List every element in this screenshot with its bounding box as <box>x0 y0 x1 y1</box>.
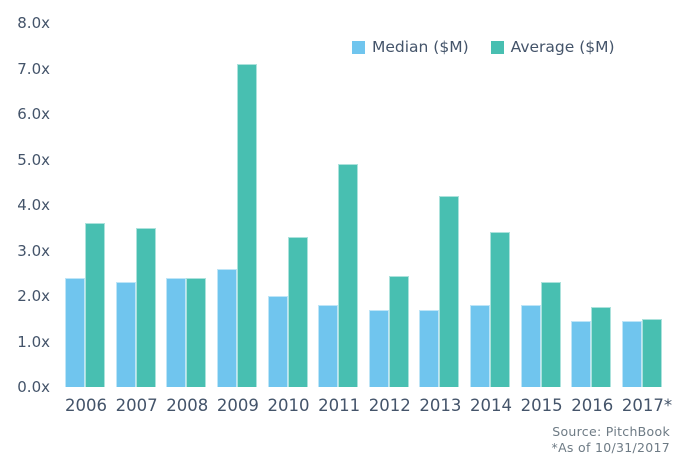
x-label-2011: 2011 <box>318 396 361 415</box>
average-swatch-icon <box>490 40 504 54</box>
bar-average-2006 <box>85 223 105 387</box>
bar-average-2015 <box>540 282 561 387</box>
bar-median-2013 <box>419 309 440 387</box>
y-tick-label: 0.0x <box>17 378 50 396</box>
bar-group-2008 <box>166 23 207 387</box>
bar-median-2007 <box>115 282 136 387</box>
bar-average-2011 <box>338 164 359 387</box>
bar-group-2009 <box>216 23 257 387</box>
x-label-2010: 2010 <box>267 396 310 415</box>
bar-group-2014 <box>470 23 510 387</box>
x-label-2015: 2015 <box>520 396 563 415</box>
bar-median-2006 <box>65 277 85 387</box>
bar-average-2007 <box>135 227 156 387</box>
bar-average-2016 <box>591 307 612 387</box>
bar-group-2011 <box>318 23 359 387</box>
bar-median-2015 <box>520 305 541 387</box>
bar-group-2010 <box>267 23 308 387</box>
bar-median-2012 <box>368 309 389 387</box>
bar-group-2016 <box>571 23 612 387</box>
y-tick-label: 2.0x <box>17 287 50 305</box>
x-label-2016: 2016 <box>571 396 614 415</box>
chart-legend: Median ($M) Average ($M) <box>352 38 615 56</box>
plot-area <box>65 23 662 387</box>
x-label-2014: 2014 <box>470 396 512 415</box>
source-note: Source: PitchBook *As of 10/31/2017 <box>552 424 670 456</box>
bar-group-2012 <box>368 23 409 387</box>
x-label-2009: 2009 <box>216 396 259 415</box>
legend-item-median: Median ($M) <box>352 38 469 56</box>
x-label-2013: 2013 <box>419 396 462 415</box>
y-axis: 8.0x 7.0x 6.0x 5.0x 4.0x 3.0x 2.0x 1.0x 0.0x <box>0 0 50 464</box>
bar-median-2017 <box>621 321 642 387</box>
legend-label-median: Median ($M) <box>372 38 469 56</box>
median-swatch-icon <box>352 40 365 54</box>
x-label-2012: 2012 <box>368 396 411 415</box>
legend-label-average: Average ($M) <box>510 38 615 56</box>
y-tick-label: 8.0x <box>17 14 50 32</box>
bar-median-2011 <box>318 305 339 387</box>
bar-average-2014 <box>490 232 510 387</box>
y-tick-label: 6.0x <box>17 105 50 123</box>
bar-median-2016 <box>571 321 592 387</box>
y-tick-label: 3.0x <box>17 241 50 260</box>
bar-group-2007 <box>115 23 156 387</box>
y-tick-label: 1.0x <box>17 332 50 351</box>
x-label-2008: 2008 <box>166 396 209 415</box>
legend-item-average: Average ($M) <box>490 38 615 56</box>
y-tick-label: 7.0x <box>17 59 50 78</box>
bar-group-2006 <box>65 23 105 387</box>
bar-group-2015 <box>520 23 561 387</box>
bar-median-2009 <box>216 268 237 387</box>
bar-group-2017 <box>621 23 662 387</box>
x-label-2007: 2007 <box>115 396 158 415</box>
source-line: Source: PitchBook <box>552 424 670 439</box>
x-label-2017: 2017* <box>621 396 673 415</box>
bar-median-2010 <box>267 296 288 387</box>
bar-median-2008 <box>166 277 187 387</box>
y-tick-label: 4.0x <box>17 196 50 214</box>
y-tick-label: 5.0x <box>17 150 50 169</box>
bar-average-2008 <box>186 277 207 387</box>
bar-group-2013 <box>419 23 460 387</box>
x-label-2006: 2006 <box>65 396 107 415</box>
bar-average-2013 <box>439 195 460 387</box>
bar-average-2009 <box>236 63 257 387</box>
bar-average-2017 <box>641 318 662 387</box>
x-axis: 2006 2007 2008 2009 2010 2011 2012 2013 2014 2015… <box>65 396 673 415</box>
bar-average-2012 <box>388 275 409 387</box>
bar-average-2010 <box>287 236 308 387</box>
bar-median-2014 <box>470 305 490 387</box>
asof-line: *As of 10/31/2017 <box>551 440 670 455</box>
